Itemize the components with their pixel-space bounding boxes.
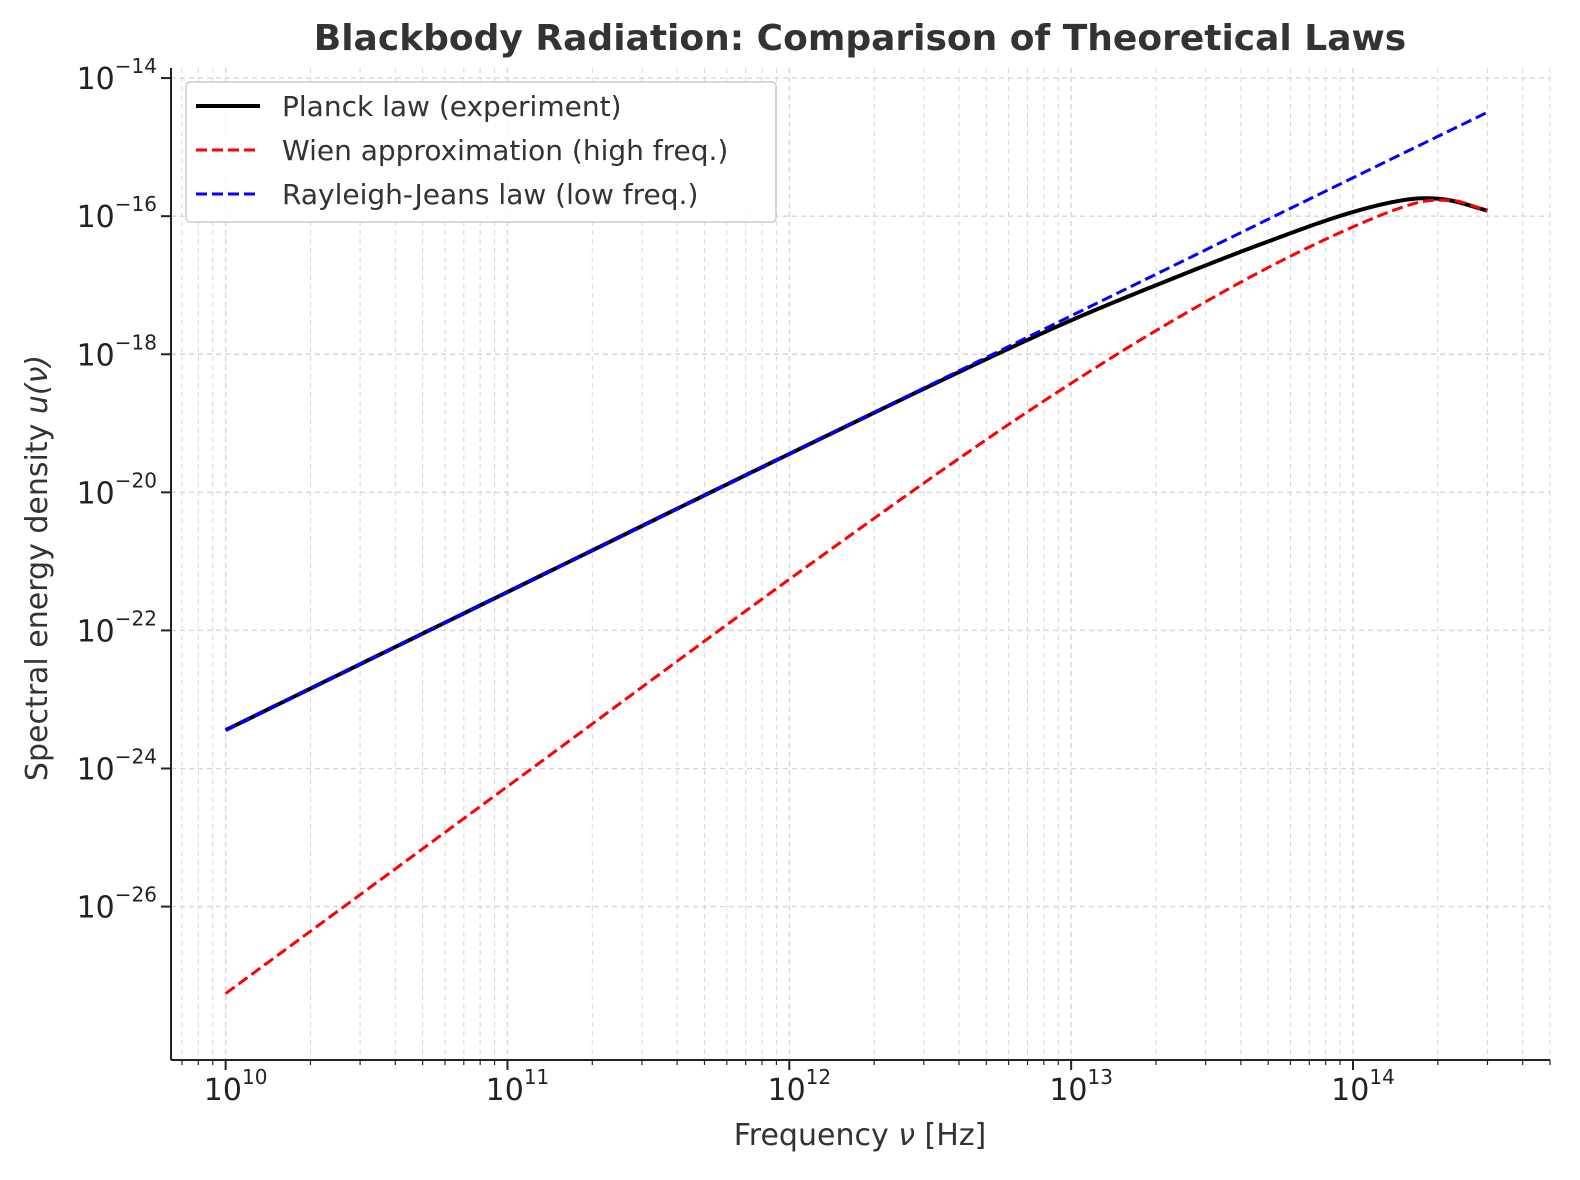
x-tick-label-base: 10 bbox=[1331, 1073, 1369, 1108]
legend-label-0: Planck law (experiment) bbox=[282, 90, 622, 123]
y-tick-label-base: 10 bbox=[77, 62, 115, 97]
x-tick-label-exponent: 12 bbox=[806, 1065, 831, 1089]
y-tick-label-exponent: −22 bbox=[115, 606, 157, 630]
x-tick-label: 1011 bbox=[486, 1065, 550, 1108]
series-line-1 bbox=[224, 198, 1488, 995]
y-tick-label: 10−16 bbox=[77, 192, 157, 235]
x-tick-label-exponent: 14 bbox=[1369, 1065, 1394, 1089]
x-tick-label-base: 10 bbox=[486, 1073, 524, 1108]
y-tick-label-exponent: −18 bbox=[115, 330, 157, 354]
x-tick-label: 1013 bbox=[1049, 1065, 1113, 1108]
y-tick-label: 10−20 bbox=[77, 468, 157, 511]
x-tick-label: 1014 bbox=[1331, 1065, 1395, 1108]
y-tick-label-exponent: −14 bbox=[115, 54, 157, 78]
y-tick-label: 10−18 bbox=[77, 330, 157, 373]
y-axis-label: Spectral energy density u(ν) bbox=[20, 355, 55, 781]
x-axis-label-prefix: Frequency bbox=[734, 1118, 899, 1153]
chart-title: Blackbody Radiation: Comparison of Theor… bbox=[314, 18, 1406, 59]
x-axis-label-symbol: ν bbox=[898, 1118, 915, 1153]
y-tick-label-exponent: −16 bbox=[115, 192, 157, 216]
y-tick-label-base: 10 bbox=[77, 753, 115, 788]
y-tick-label: 10−26 bbox=[77, 883, 157, 926]
y-tick-label-base: 10 bbox=[77, 891, 115, 926]
x-tick-label: 1010 bbox=[204, 1065, 268, 1108]
y-tick-label-base: 10 bbox=[77, 338, 115, 373]
y-tick-label: 10−22 bbox=[77, 606, 157, 649]
y-axis-label-prefix: Spectral energy density bbox=[20, 414, 55, 781]
x-axis-label: Frequency ν [Hz] bbox=[734, 1118, 987, 1153]
x-tick-label-base: 10 bbox=[767, 1073, 805, 1108]
legend-box bbox=[185, 81, 777, 223]
x-tick-label-exponent: 10 bbox=[242, 1065, 267, 1089]
x-tick-label-base: 10 bbox=[204, 1073, 242, 1108]
y-tick-label-exponent: −20 bbox=[115, 468, 157, 492]
series-line-2 bbox=[224, 110, 1489, 732]
x-tick-label-base: 10 bbox=[1049, 1073, 1087, 1108]
y-axis-label-symbol: u(ν) bbox=[20, 355, 55, 414]
y-tick-label-exponent: −24 bbox=[115, 745, 157, 769]
x-tick-label: 1012 bbox=[767, 1065, 831, 1108]
legend-label-1: Wien approximation (high freq.) bbox=[282, 134, 728, 167]
axes-layer bbox=[170, 68, 1550, 1061]
y-tick-label: 10−14 bbox=[77, 54, 157, 97]
legend-label-2: Rayleigh-Jeans law (low freq.) bbox=[282, 178, 698, 211]
y-tick-label-exponent: −26 bbox=[115, 883, 157, 907]
x-axis-label-suffix: [Hz] bbox=[915, 1118, 986, 1153]
x-tick-label-exponent: 11 bbox=[524, 1065, 549, 1089]
y-tick-label-base: 10 bbox=[77, 476, 115, 511]
series-layer bbox=[224, 110, 1489, 995]
x-tick-label-exponent: 13 bbox=[1088, 1065, 1113, 1089]
legend: Planck law (experiment) Wien approximatio… bbox=[185, 81, 777, 223]
y-tick-label-base: 10 bbox=[77, 614, 115, 649]
series-line-0 bbox=[224, 196, 1489, 732]
grid-layer bbox=[171, 68, 1551, 1060]
y-tick-label-base: 10 bbox=[77, 200, 115, 235]
y-tick-label: 10−24 bbox=[77, 745, 157, 788]
